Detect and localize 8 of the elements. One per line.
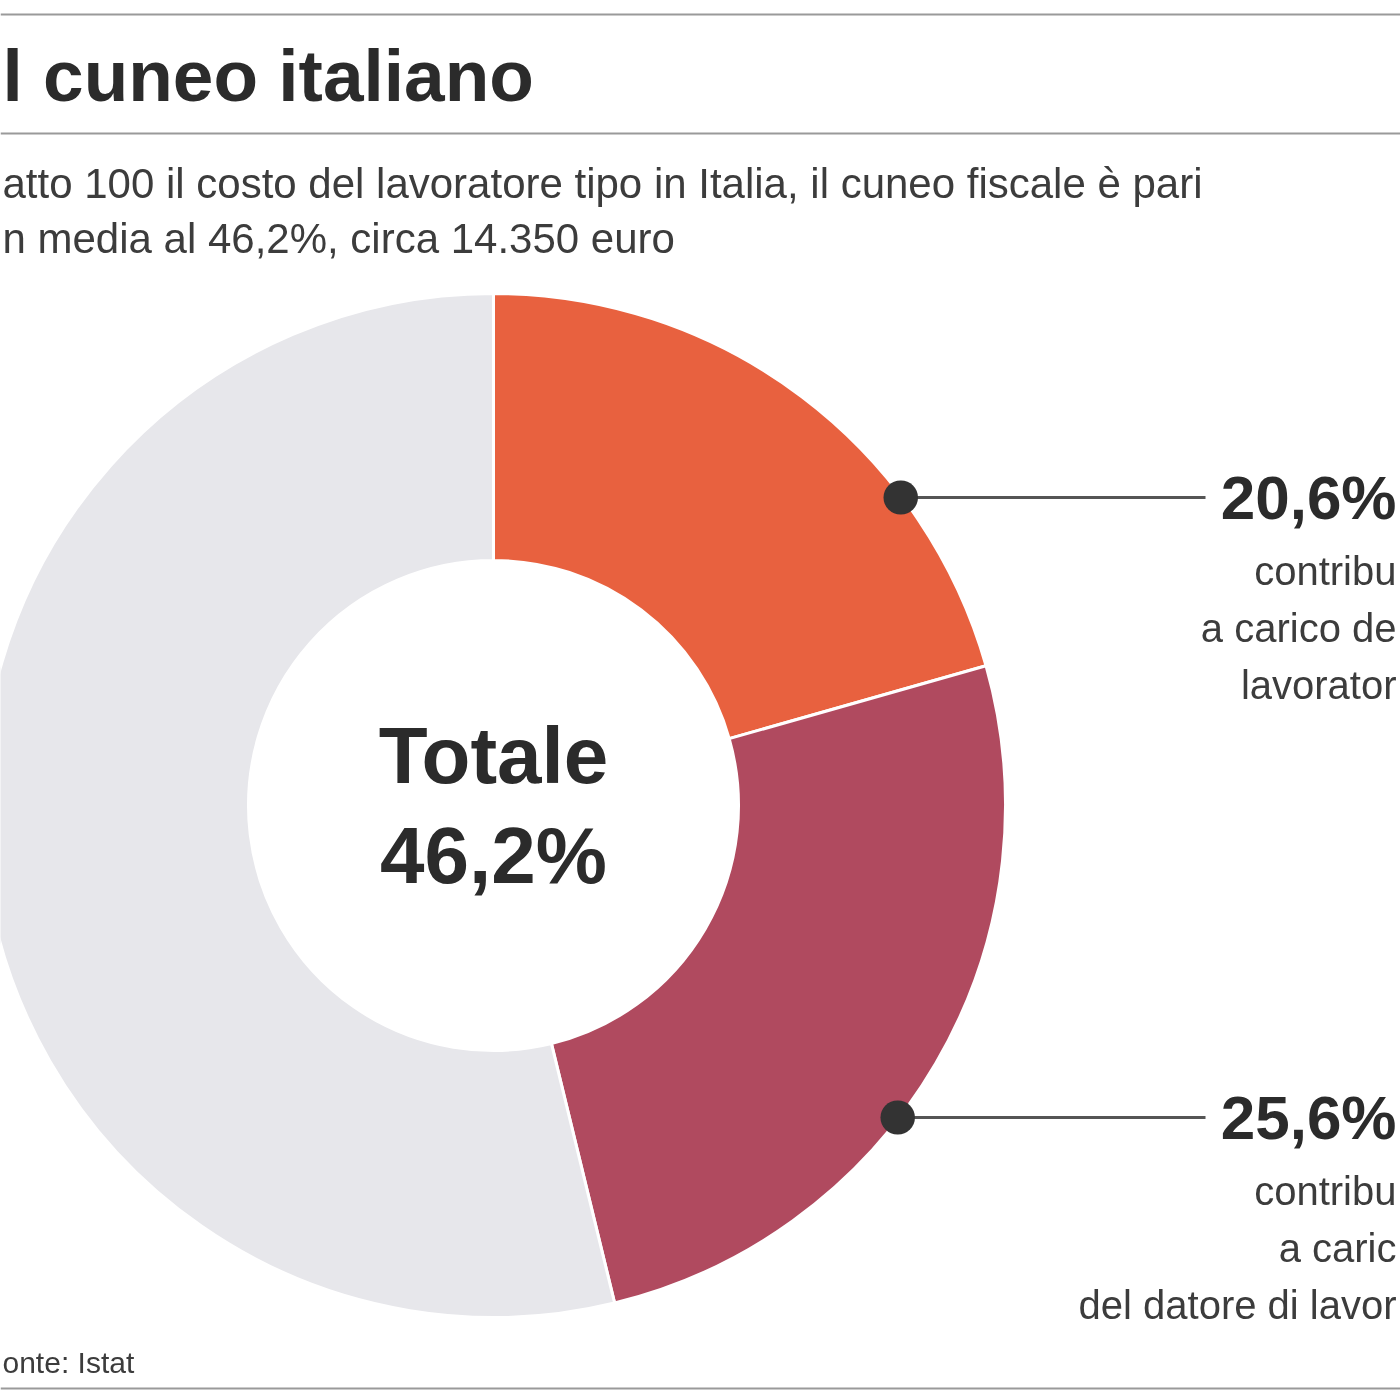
data-label: 25,6% — [1220, 1083, 1397, 1152]
slice-label: contribu a caric del datore di lavor — [1078, 1168, 1397, 1327]
chart-subtitle: atto 100 il costo del lavoratore tipo in Italia, il cuneo fiscale è pari n media al 46,2%, circa 14.350 euro — [2, 160, 1203, 262]
text: Totale 46,2% — [378, 711, 609, 900]
text: onte: Istat — [2, 1346, 135, 1379]
chart-title: l cuneo italiano — [2, 35, 534, 116]
data-label: 20,6% — [1220, 463, 1397, 532]
slice-label: contribu a carico de lavorator — [1200, 548, 1397, 707]
